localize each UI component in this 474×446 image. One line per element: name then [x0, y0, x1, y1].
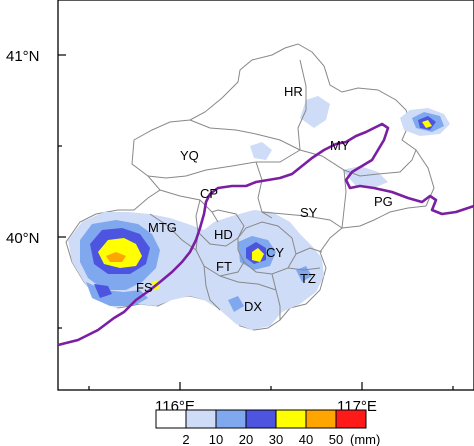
label-sy: SY	[300, 205, 318, 220]
label-cp: CP	[200, 186, 218, 201]
boundary-mtg-fs	[149, 213, 197, 251]
boundary-dx-ft	[219, 275, 277, 291]
boundary-sy-pg	[341, 169, 347, 229]
rain-30-40-cy	[252, 248, 264, 262]
label-pg: PG	[374, 194, 393, 209]
boundary-hd	[195, 199, 245, 247]
label-hd: HD	[214, 227, 233, 242]
district-labels: HR MY YQ CP PG SY MTG HD CY FT FS TZ DX	[136, 84, 393, 314]
rain-10-20-fs	[86, 282, 148, 306]
legend-swatch-0	[155, 409, 187, 429]
boundary-yq-hr	[189, 119, 301, 151]
label-ft: FT	[216, 259, 232, 274]
legend-unit: (mm)	[350, 432, 380, 446]
boundary-sy-south	[261, 211, 343, 229]
boundary-tz-cy	[287, 267, 321, 271]
label-fs: FS	[136, 280, 153, 295]
legend-swatch-2	[215, 409, 247, 429]
boundary-tz-north	[295, 247, 323, 255]
legend-swatch-6	[335, 409, 367, 429]
rain-40-50-west	[106, 252, 126, 262]
rain-2-10-north	[250, 142, 272, 160]
rain-2-10-northeast	[300, 96, 330, 128]
boundary-my-pg	[299, 149, 417, 177]
legend-label-10: 10	[209, 432, 223, 446]
legend-labels: 2 10 20 30 40 50 (mm)	[182, 432, 380, 446]
label-my: MY	[330, 138, 350, 153]
legend-swatch-4	[275, 409, 307, 429]
label-tz: TZ	[300, 271, 316, 286]
boundary-ft	[195, 231, 245, 277]
boundary-cy	[237, 221, 297, 275]
boundary-fs-dx	[203, 265, 221, 311]
purple-contour-line	[57, 122, 474, 347]
rain-30-40-ne	[422, 120, 432, 128]
legend-swatch-5	[305, 409, 337, 429]
boundary-dx-tz	[271, 273, 281, 320]
legend-label-2: 2	[182, 432, 189, 446]
rain-20-30-fs	[94, 284, 112, 298]
legend-label-20: 20	[239, 432, 253, 446]
y-label-40n: 40°N	[6, 230, 40, 247]
label-dx: DX	[244, 299, 262, 314]
color-legend	[155, 409, 367, 429]
district-boundaries	[147, 59, 417, 320]
boundary-yq-cp	[147, 149, 301, 179]
legend-label-50: 50	[329, 432, 343, 446]
label-yq: YQ	[180, 148, 199, 163]
boundary-cp-sy	[255, 161, 273, 219]
legend-label-30: 30	[269, 432, 283, 446]
y-label-41n: 41°N	[6, 48, 40, 65]
axis-ticks	[58, 54, 454, 390]
label-cy: CY	[266, 245, 284, 260]
boundary-hr-my	[297, 59, 307, 151]
label-hr: HR	[284, 84, 303, 99]
legend-swatch-1	[185, 409, 217, 429]
legend-swatch-3	[245, 409, 277, 429]
rain-10-20-dx	[228, 296, 244, 312]
legend-label-40: 40	[299, 432, 313, 446]
label-mtg: MTG	[148, 220, 177, 235]
